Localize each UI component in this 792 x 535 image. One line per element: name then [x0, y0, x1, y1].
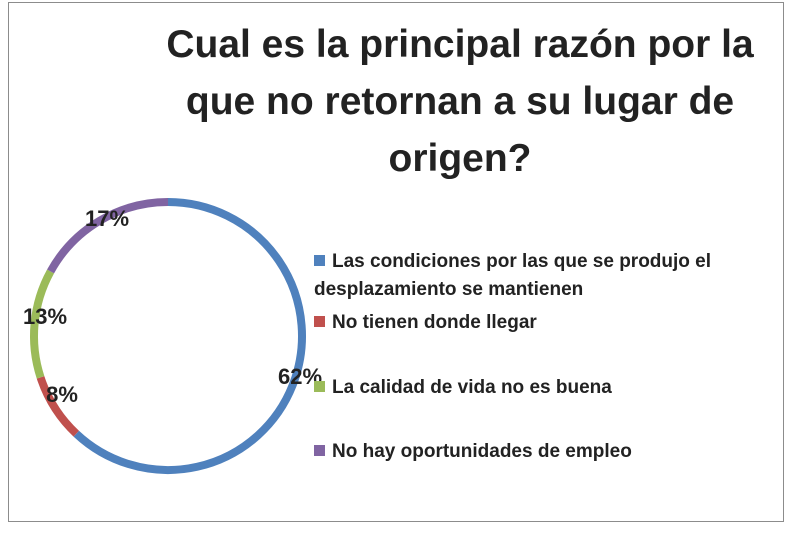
legend-label: No tienen donde llegar	[332, 312, 537, 333]
legend-swatch	[314, 255, 325, 266]
legend-swatch	[314, 316, 325, 327]
legend-entry: La calidad de vida no es buena	[314, 374, 784, 402]
chart-frame	[8, 2, 784, 522]
legend-entry: Las condiciones por las que se produjo e…	[314, 248, 784, 304]
chart-title: Cual es la principal razón por la que no…	[166, 23, 754, 180]
ring-segment	[30, 269, 55, 379]
data-label: 13%	[23, 304, 67, 329]
ring-segment	[73, 198, 306, 474]
data-label: 17%	[85, 206, 129, 231]
legend-label: No hay oportunidades de empleo	[332, 441, 632, 462]
legend-label: La calidad de vida no es buena	[332, 377, 612, 398]
data-label: 8%	[46, 382, 78, 407]
legend-entry: No hay oportunidades de empleo	[314, 438, 784, 466]
ring-segment	[47, 198, 169, 274]
legend-label: Las condiciones por las que se produjo e…	[314, 251, 712, 300]
legend-swatch	[314, 381, 325, 392]
legend-swatch	[314, 445, 325, 456]
legend-entry: No tienen donde llegar	[314, 309, 784, 337]
ring-segment	[36, 376, 80, 437]
